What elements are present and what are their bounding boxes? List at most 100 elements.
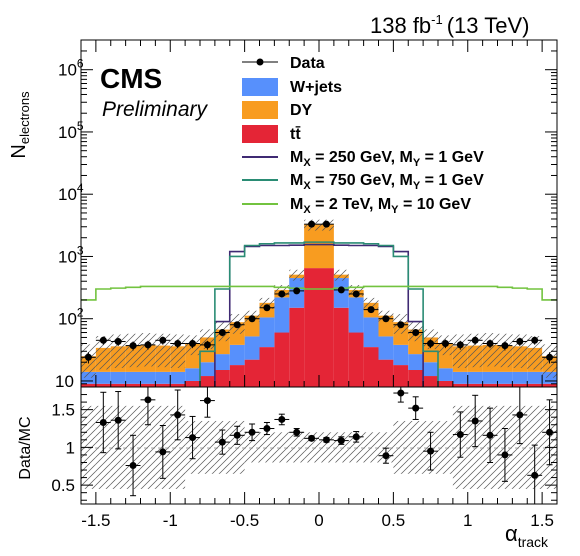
legend-wjets: W+jets <box>242 78 342 96</box>
y-tick-label: 104 <box>58 181 84 204</box>
axes: -1.5 -1 -0.5 0 0.5 1 1.5 10 102 103 104 105 106 0.5 1 1… <box>51 39 558 530</box>
svg-text:tt̄: tt̄ <box>290 125 301 143</box>
stack-bar <box>155 371 171 384</box>
ratio-point <box>248 428 256 436</box>
stack-bar <box>363 317 379 348</box>
data-point <box>308 220 316 228</box>
stack-bar <box>333 307 349 387</box>
stack-bar <box>214 354 230 371</box>
cms-label: CMS <box>100 63 162 94</box>
ratio-point <box>501 451 509 459</box>
uncertainty-bin <box>333 269 349 281</box>
uncertainty-bin <box>363 297 379 309</box>
stack-bar <box>259 317 275 348</box>
x-tick-label: 0.5 <box>382 511 406 530</box>
stack-bar <box>170 371 186 384</box>
data-point <box>427 339 435 347</box>
y-tick-label: 10 <box>55 372 74 391</box>
background-stack <box>81 224 557 387</box>
stack-bar <box>125 383 141 387</box>
data-point <box>352 290 360 298</box>
stack-bar <box>289 307 305 387</box>
data-point <box>248 315 256 323</box>
ratio-point <box>159 448 167 456</box>
ratio-uncertainty-bin <box>140 405 156 489</box>
uncertainty-bin <box>170 334 186 368</box>
svg-text:DY: DY <box>290 102 313 119</box>
stack-bar <box>452 383 468 387</box>
ratio-uncertainty-bin <box>229 420 245 474</box>
ratio-point <box>233 431 241 439</box>
stack-bar <box>95 383 111 387</box>
data-point <box>412 329 420 337</box>
stack-bar <box>512 371 528 384</box>
stack-bar <box>244 359 260 387</box>
uncertainty-bin <box>200 329 215 350</box>
data-point <box>84 353 92 361</box>
stack-bar <box>482 383 498 387</box>
uncertainty-bin <box>527 336 543 370</box>
stack-bar <box>512 383 528 387</box>
stack-bar <box>274 332 290 387</box>
ratio-points <box>95 387 557 504</box>
data-point <box>337 286 345 294</box>
y-axis-title-top: Nelectrons <box>8 91 32 159</box>
legend-signal-250: MX = 250 GeV, MY = 1 GeV <box>242 149 484 169</box>
stack-bar <box>170 383 186 387</box>
ratio-point <box>337 437 345 445</box>
ratio-point <box>546 428 554 436</box>
ratio-y-tick-label: 1 <box>66 438 75 457</box>
y-axis-title-bottom: Data/MC <box>17 416 34 479</box>
ratio-uncertainty-bin <box>512 405 528 489</box>
signal-line-1 <box>214 243 424 387</box>
signal-line-2 <box>199 241 439 387</box>
stack-bar <box>125 371 141 384</box>
stack-bar <box>319 268 334 387</box>
stack-bar <box>200 376 215 387</box>
ratio-point <box>114 416 122 424</box>
stack-bar <box>393 365 409 387</box>
data-point <box>501 342 509 350</box>
y-tick-label: 103 <box>58 243 84 266</box>
legend: Data W+jets DY tt̄ MX = 250 GeV, MY = 1 … <box>242 55 484 216</box>
ratio-point <box>203 397 211 405</box>
ratio-panel <box>81 387 557 504</box>
uncertainty-bin <box>155 333 171 368</box>
data-point <box>516 338 524 346</box>
data-point <box>322 220 330 228</box>
ratio-point <box>531 471 539 479</box>
signal-line-3 <box>81 285 557 301</box>
ratio-uncertainty-bin <box>393 420 409 474</box>
stack-bar <box>542 371 557 384</box>
stack-bar <box>185 368 200 381</box>
uncertainty-bin <box>452 334 468 368</box>
stack-bar <box>497 371 513 384</box>
ratio-point <box>397 389 405 397</box>
svg-text:Data: Data <box>290 55 325 72</box>
data-point <box>367 306 375 314</box>
svg-text:MX = 250 GeV, MY = 1 GeV: MX = 250 GeV, MY = 1 GeV <box>290 149 484 169</box>
data-point <box>278 290 286 298</box>
ratio-point <box>516 411 524 419</box>
stack-bar <box>348 332 364 387</box>
stack-bar <box>81 371 96 384</box>
stack-bar <box>378 336 394 360</box>
data-point <box>144 341 152 349</box>
signal-lines <box>81 241 557 387</box>
uncertainty-bin <box>259 297 275 309</box>
stack-bar <box>304 268 319 387</box>
data-point <box>531 336 539 344</box>
x-tick-label: -1.5 <box>81 511 110 530</box>
ratio-point <box>486 431 494 439</box>
stack-bar <box>393 344 409 366</box>
ratio-point <box>263 425 271 433</box>
stack-bar <box>378 359 394 387</box>
stack-bar <box>140 383 156 387</box>
data-point <box>159 336 167 344</box>
uncertainty-bin <box>512 334 528 368</box>
ratio-point <box>412 404 420 412</box>
uncertainty-bin <box>289 269 305 281</box>
ratio-uncertainty-bin <box>304 432 319 463</box>
stack-bar <box>527 371 543 384</box>
ratio-uncertainty-bin <box>244 432 260 463</box>
